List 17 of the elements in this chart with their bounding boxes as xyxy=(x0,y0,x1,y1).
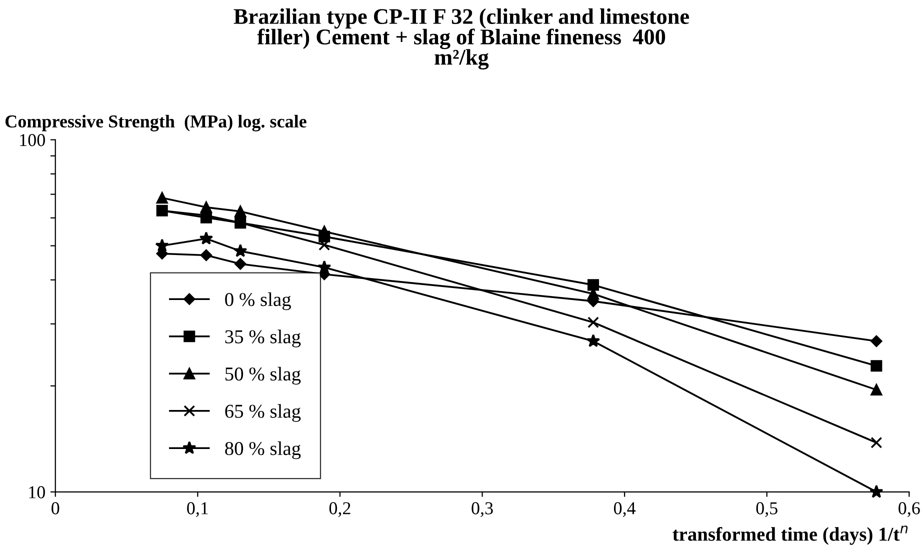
legend-label: 80 % slag xyxy=(225,441,301,460)
x-tick-label: 0,1 xyxy=(187,502,208,517)
legend-label: 50 % slag xyxy=(226,366,301,385)
chart-title: Brazilian type CP-II F 32 (clinker and limestone filler) Cement + slag of Blaine fineness 400 m²/kg xyxy=(234,8,690,70)
x-tick-label: 0 xyxy=(52,502,60,514)
x-tick-label: 0,3 xyxy=(472,502,493,517)
y-tick-label: 10 xyxy=(29,486,45,498)
x-tick-label: 0,5 xyxy=(756,502,778,517)
y-axis-title: Compressive Strength (MPa) log. scale xyxy=(6,114,306,132)
x-axis-title: transformed time (days) 1/t$^{n}$ xyxy=(672,526,908,545)
legend-label: 0 % slag xyxy=(225,292,291,310)
x-tick-label: 0,6 xyxy=(898,502,920,517)
legend-label: 65 % slag xyxy=(225,404,301,422)
x-tick-label: 0,4 xyxy=(614,502,636,517)
x-tick-label: 0,2 xyxy=(329,502,350,517)
legend-label: 35 % slag xyxy=(225,330,301,348)
y-tick-label: 100 xyxy=(20,134,45,146)
